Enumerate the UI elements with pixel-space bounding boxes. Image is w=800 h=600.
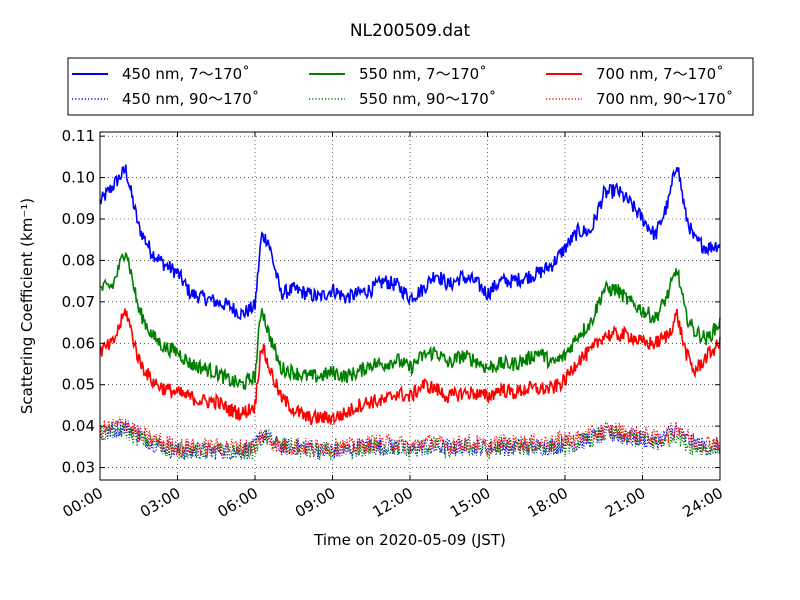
x-axis-label: Time on 2020-05-09 (JST) [313, 531, 506, 549]
legend-box [67, 57, 754, 116]
y-tick-label: 0.08 [62, 251, 95, 269]
legend-label: 450 nm, 7～170˚ [122, 65, 250, 83]
series-layer [99, 164, 721, 462]
legend-entry: 550 nm, 90～170˚ [309, 90, 496, 108]
y-axis-label: Scattering Coefficient (km⁻¹) [18, 198, 36, 414]
legend-label: 700 nm, 7～170˚ [596, 65, 724, 83]
y-tick-label: 0.05 [62, 376, 95, 394]
y-tick-label: 0.09 [62, 210, 95, 228]
legend-label: 550 nm, 7～170˚ [359, 65, 487, 83]
y-tick-label: 0.06 [62, 334, 95, 352]
y-tick-label: 0.04 [62, 417, 95, 435]
series-line [99, 164, 721, 321]
legend-label: 700 nm, 90～170˚ [596, 90, 733, 108]
legend-entry: 450 nm, 90～170˚ [72, 90, 259, 108]
series-line [99, 416, 721, 458]
legend-entry: 700 nm, 90～170˚ [546, 90, 733, 108]
legend-label: 550 nm, 90～170˚ [359, 90, 496, 108]
legend-entry: 550 nm, 7～170˚ [309, 65, 487, 83]
y-tick-label: 0.11 [62, 127, 95, 145]
legend-label: 450 nm, 90～170˚ [122, 90, 259, 108]
legend: 450 nm, 7～170˚ 450 nm, 90～170˚ 550 nm, 7～1… [67, 57, 754, 116]
series-line [99, 420, 721, 462]
series-line [99, 419, 721, 462]
y-tick-label: 0.03 [62, 459, 95, 477]
y-tick-label: 0.07 [62, 293, 95, 311]
legend-entry: 700 nm, 7～170˚ [546, 65, 724, 83]
series-line [99, 308, 721, 426]
legend-entry: 450 nm, 7～170˚ [72, 65, 250, 83]
chart-title: NL200509.dat [350, 21, 471, 41]
series-line [99, 252, 721, 391]
y-tick-label: 0.10 [62, 169, 95, 187]
